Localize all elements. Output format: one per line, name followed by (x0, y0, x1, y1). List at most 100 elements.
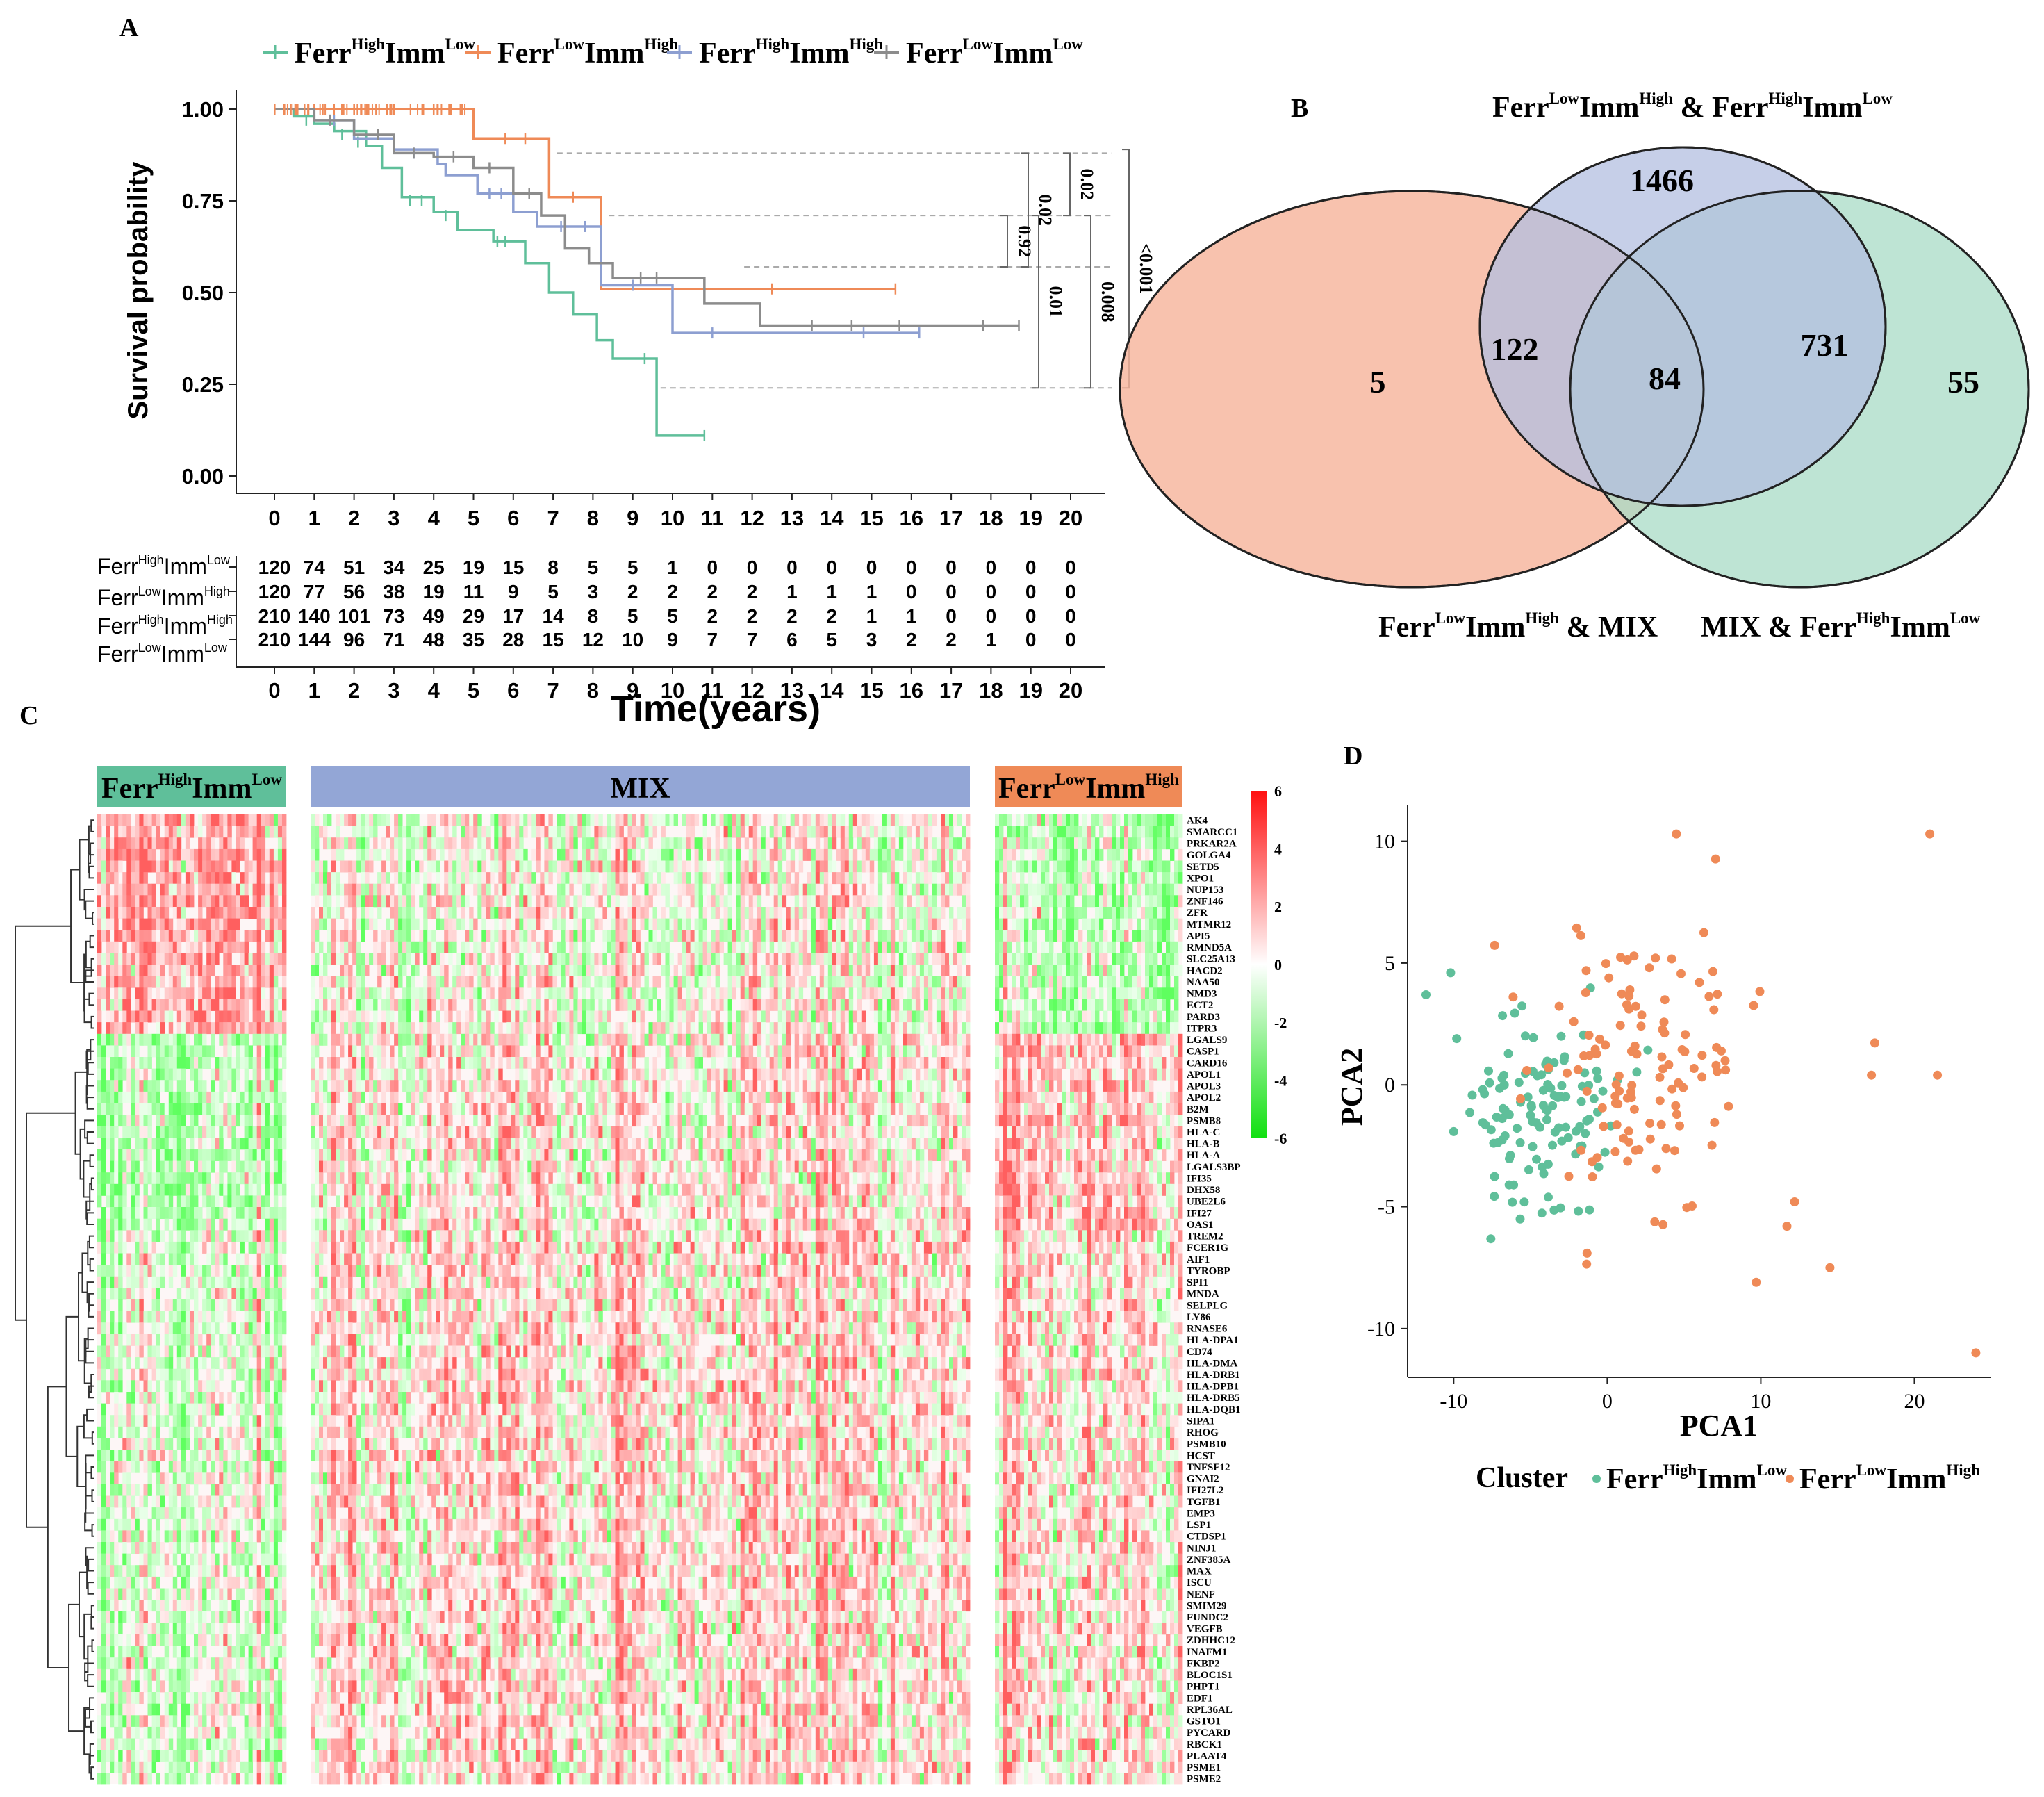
heatmap-cell (619, 930, 624, 942)
heatmap-cell (244, 1253, 249, 1265)
heatmap-cell (252, 953, 257, 965)
heatmap-cell (265, 1172, 270, 1185)
heatmap-cell (244, 1542, 249, 1554)
heatmap-cell (194, 1565, 199, 1577)
heatmap-cell (168, 987, 174, 1000)
heatmap-cell (176, 1068, 182, 1081)
heatmap-cell (176, 1542, 182, 1554)
heatmap-cell (506, 860, 511, 873)
heatmap-cell (135, 907, 140, 919)
heatmap-cell (219, 1472, 224, 1485)
heatmap-cell (176, 1311, 182, 1323)
heatmap-cell (248, 987, 253, 1000)
heatmap-cell (168, 1703, 174, 1716)
heatmap-cell (256, 1160, 262, 1173)
heatmap-cell (381, 941, 386, 953)
heatmap-cell (244, 1311, 249, 1323)
heatmap-cell (261, 1288, 266, 1300)
heatmap-cell (515, 860, 520, 873)
heatmap-cell (202, 1160, 207, 1173)
heatmap-cell (261, 965, 266, 976)
heatmap-cell (181, 1415, 186, 1427)
heatmap-cell (176, 1172, 182, 1185)
heatmap-cell (110, 1288, 115, 1300)
heatmap-cell (206, 1103, 211, 1115)
heatmap-cell (215, 1265, 220, 1277)
heatmap-cell (131, 1195, 135, 1208)
risk-value: 0 (906, 557, 917, 578)
heatmap-cell (168, 1103, 174, 1115)
heatmap-cell (644, 918, 649, 930)
heatmap-cell (151, 1438, 156, 1450)
heatmap-cell (577, 814, 582, 826)
heatmap-cell (761, 918, 766, 930)
heatmap-cell (886, 860, 891, 873)
heatmap-cell (97, 1450, 102, 1461)
label-base: Ferr (497, 38, 554, 69)
heatmap-cell (502, 907, 507, 919)
heatmap-cell (386, 826, 390, 838)
risk-row-label: FerrLowImmLow (97, 641, 228, 666)
heatmap-cell (852, 930, 858, 942)
heatmap-cell (160, 837, 165, 850)
heatmap-cell (265, 1565, 270, 1577)
heatmap-cell (172, 1518, 178, 1531)
heatmap-cell (118, 1068, 123, 1081)
heatmap-cell (122, 1115, 127, 1127)
heatmap-cell (151, 965, 156, 976)
heatmap-cell (540, 918, 545, 930)
heatmap-cell (807, 872, 812, 885)
heatmap-cell (135, 1518, 140, 1531)
heatmap-cell (336, 837, 340, 850)
heatmap-cell (252, 1426, 257, 1438)
heatmap-cell (819, 814, 825, 826)
heatmap-cell (147, 1265, 152, 1277)
heatmap-cell (135, 860, 140, 873)
heatmap-cell (748, 872, 754, 885)
heatmap-cell (682, 883, 686, 896)
heatmap-cell (723, 848, 728, 861)
heatmap-cell (114, 1334, 119, 1346)
heatmap-cell (190, 1565, 195, 1577)
heatmap-cell (427, 930, 432, 942)
heatmap-cell (757, 860, 762, 873)
heatmap-cell (452, 930, 457, 942)
heatmap-cell (402, 826, 407, 838)
heatmap-cell (135, 1450, 140, 1461)
x-tick-label: 19 (1019, 506, 1042, 530)
heatmap-cell (715, 814, 720, 826)
heatmap-cell (540, 907, 545, 919)
heatmap-cell (176, 1565, 182, 1577)
heatmap-cell (194, 1241, 199, 1254)
heatmap-cell (361, 907, 365, 919)
heatmap-cell (740, 860, 745, 873)
heatmap-cell (106, 1692, 110, 1704)
heatmap-cell (160, 1022, 165, 1035)
heatmap-cell (273, 1334, 279, 1346)
risk-value: 5 (826, 629, 837, 650)
heatmap-cell (836, 907, 841, 919)
heatmap-cell (261, 826, 266, 838)
heatmap-cell (586, 930, 591, 942)
heatmap-cell (198, 1172, 203, 1185)
heatmap-cell (101, 1380, 106, 1393)
heatmap-cell (748, 883, 754, 896)
heatmap-cell (966, 826, 971, 838)
heatmap-cell (172, 987, 178, 1000)
heatmap-cell (139, 1230, 144, 1242)
heatmap-cell (185, 1472, 190, 1485)
heatmap-cell (248, 1172, 253, 1185)
heatmap-cell (227, 941, 232, 953)
heatmap-cell (540, 814, 545, 826)
heatmap-cell (151, 907, 156, 919)
heatmap-cell (248, 1726, 253, 1739)
heatmap-cell (252, 1126, 257, 1138)
heatmap-cell (690, 814, 695, 826)
heatmap-cell (168, 1195, 174, 1208)
heatmap-cell (273, 930, 279, 942)
heatmap-cell (256, 1668, 262, 1681)
heatmap-cell (327, 837, 332, 850)
heatmap-cell (694, 895, 699, 908)
heatmap-cell (544, 930, 549, 942)
heatmap-cell (215, 1172, 220, 1185)
